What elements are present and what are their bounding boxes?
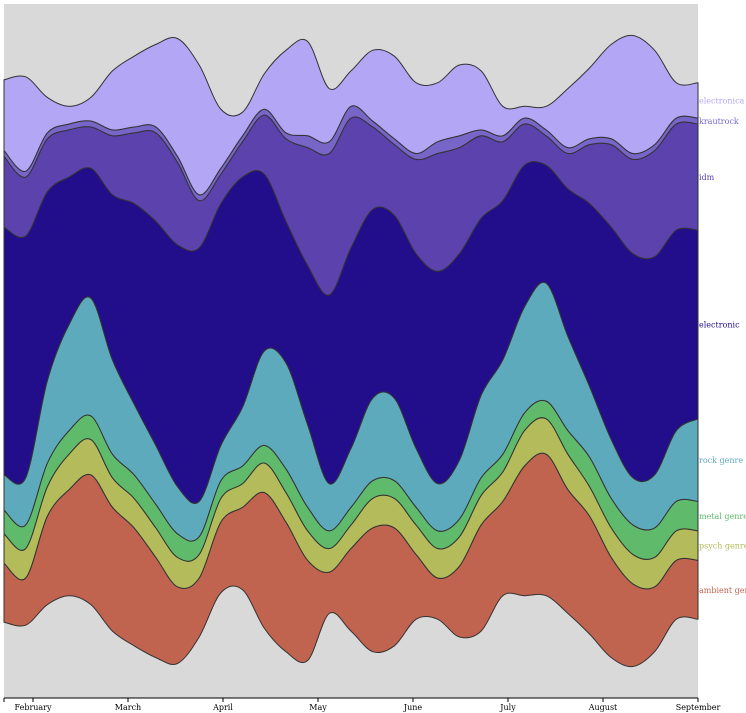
x-tick-label-may: May	[309, 703, 327, 712]
series-label-electronic: electronic	[699, 320, 740, 329]
series-label-psych-genre: psych genre	[699, 542, 746, 551]
x-tick-label-march: March	[115, 703, 141, 712]
stream-layers	[3, 34, 699, 668]
series-labels: ambient genre psych genre metal genre rock …	[699, 96, 746, 594]
x-tick-label-august: August	[588, 703, 618, 712]
x-tick-label-april: April	[212, 703, 233, 712]
series-label-krautrock: krautrock	[699, 117, 739, 126]
series-label-idm: idm	[699, 173, 715, 182]
x-tick-label-july: July	[499, 703, 516, 712]
series-label-electronica: electronica	[699, 96, 745, 105]
series-label-rock-genre: rock genre	[699, 456, 743, 465]
x-tick-label-february: February	[14, 703, 52, 712]
x-tick-label-june: June	[403, 703, 423, 712]
x-tick-label-september: September	[676, 703, 721, 712]
series-label-ambient-genre: ambient genre	[699, 586, 746, 595]
x-axis: February March April May June July August Septe…	[3, 697, 721, 712]
stream-layer-electronica	[3, 34, 699, 196]
series-label-metal-genre: metal genre	[699, 512, 746, 521]
